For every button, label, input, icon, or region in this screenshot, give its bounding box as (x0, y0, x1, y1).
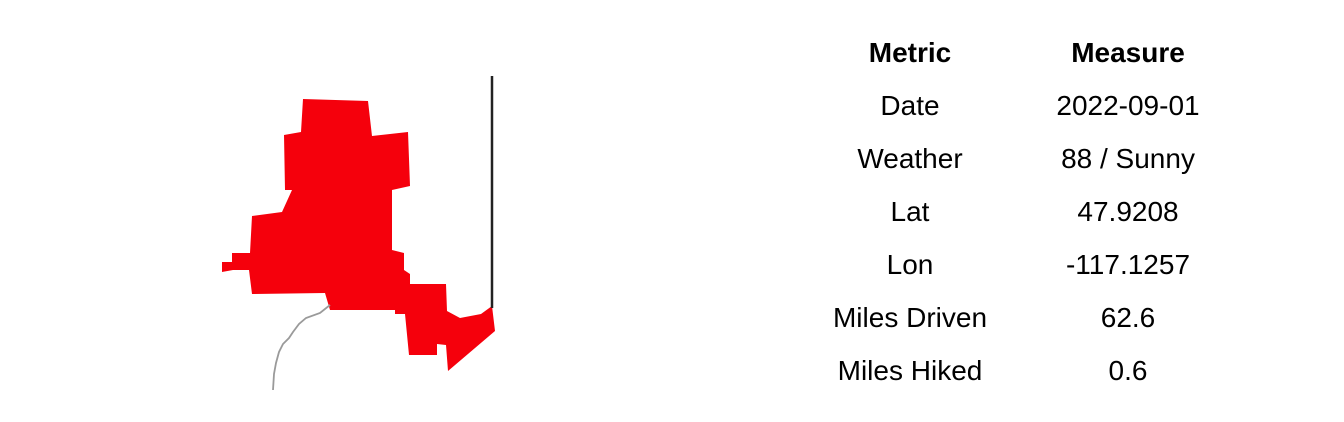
table-row: Miles Hiked 0.6 (800, 344, 1236, 397)
region-shape (222, 99, 495, 371)
map-panel (0, 0, 640, 422)
region-map (222, 76, 495, 391)
header-measure: Measure (1071, 36, 1185, 68)
table-row: Miles Driven 62.6 (800, 291, 1236, 344)
metric-cell: Lon (886, 248, 934, 280)
table-row: Lat 47.9208 (800, 185, 1236, 238)
table-row: Weather 88 / Sunny (800, 132, 1236, 185)
measure-cell: 62.6 (1100, 301, 1156, 333)
table-header-row: Metric Measure (800, 26, 1236, 79)
metric-cell: Miles Hiked (837, 354, 983, 386)
table-row: Lon -117.1257 (800, 238, 1236, 291)
measure-cell: 47.9208 (1077, 195, 1179, 227)
metric-cell: Weather (857, 142, 963, 174)
metric-table: Metric Measure Date 2022-09-01 Weather 8… (800, 26, 1236, 397)
metric-cell: Miles Driven (832, 301, 988, 333)
route-line (272, 304, 331, 391)
table-row: Date 2022-09-01 (800, 79, 1236, 132)
metric-cell: Lat (890, 195, 930, 227)
measure-cell: 0.6 (1108, 354, 1148, 386)
measure-cell: -117.1257 (1065, 248, 1191, 280)
measure-cell: 2022-09-01 (1056, 89, 1200, 121)
header-metric: Metric (868, 36, 952, 68)
measure-cell: 88 / Sunny (1061, 142, 1195, 174)
metric-cell: Date (880, 89, 940, 121)
